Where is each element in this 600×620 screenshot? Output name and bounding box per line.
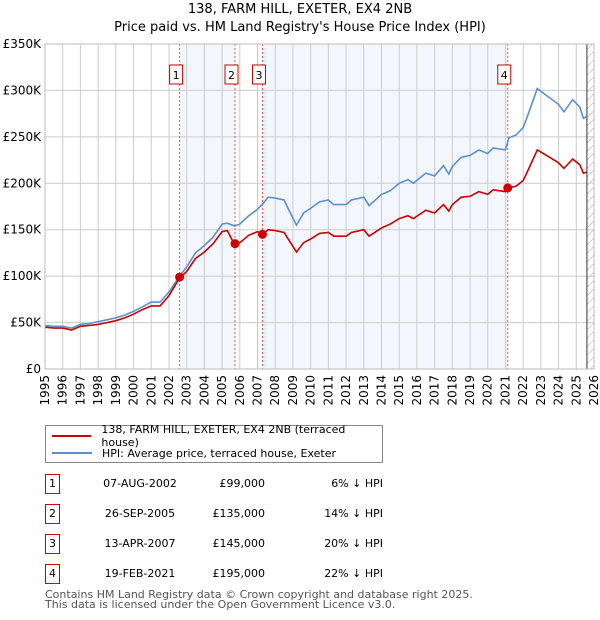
x-tick-label: 2022: [516, 375, 530, 406]
x-tick-label: 2012: [339, 375, 353, 406]
sale-point: [175, 272, 185, 282]
y-tick-label: £300K: [3, 83, 43, 97]
table-row: 1 07-AUG-2002 £99,000 6% ↓ HPI: [45, 474, 385, 494]
y-tick-label: £0: [26, 362, 41, 376]
sale-hpi-diff: 14% ↓ HPI: [324, 507, 383, 520]
legend-label: HPI: Average price, terraced house, Exet…: [102, 446, 337, 460]
legend-item-hpi: HPI: Average price, terraced house, Exet…: [46, 445, 336, 461]
x-tick-label: 1999: [109, 375, 123, 406]
sale-price: £135,000: [212, 507, 266, 520]
y-tick-label: £350K: [3, 37, 43, 51]
footer-licence: This data is licensed under the Open Gov…: [45, 598, 396, 611]
sale-label-border: [169, 64, 184, 85]
sale-price: £145,000: [212, 537, 266, 550]
sale-point: [503, 183, 513, 193]
sale-label-box: 4: [497, 64, 512, 85]
x-tick-label: 1995: [38, 375, 52, 406]
x-tick-label: 2024: [552, 375, 566, 406]
x-tick-label: 2021: [498, 375, 512, 406]
sale-hpi-diff: 20% ↓ HPI: [324, 537, 383, 550]
x-tick-label: 2018: [445, 375, 459, 406]
footer-copyright: Contains HM Land Registry data © Crown c…: [45, 588, 473, 601]
sale-label-box: 3: [251, 64, 266, 85]
sale-hpi-diff: 22% ↓ HPI: [324, 567, 383, 580]
y-tick-label: £150K: [3, 223, 43, 237]
x-tick-label: 1997: [73, 375, 87, 406]
sale-number: 1: [45, 474, 60, 494]
x-tick-label: 1996: [56, 375, 70, 406]
sale-number: 2: [45, 504, 60, 524]
table-row: 3 13-APR-2007 £145,000 20% ↓ HPI: [45, 534, 385, 554]
shaded-period: [262, 44, 508, 369]
sale-label-border: [224, 64, 239, 85]
x-tick-label: 2015: [392, 375, 406, 406]
x-tick-label: 2006: [233, 375, 247, 406]
y-tick-label: £250K: [3, 130, 43, 144]
x-tick-label: 2010: [304, 375, 318, 406]
sale-number: 4: [45, 564, 60, 584]
sale-label-border: [497, 64, 512, 85]
x-tick-label: 2014: [374, 375, 388, 406]
x-tick-label: 2017: [428, 375, 442, 406]
x-tick-label: 2000: [127, 375, 141, 406]
sale-label-number: 3: [255, 69, 262, 82]
sale-price: £99,000: [219, 477, 266, 490]
plot-border: [44, 43, 595, 370]
sale-date: 13-APR-2007: [104, 537, 176, 550]
sale-label-number: 1: [173, 69, 180, 82]
x-tick-label: 2023: [534, 375, 548, 406]
x-tick-label: 2008: [268, 375, 282, 406]
table-row: 2 26-SEP-2005 £135,000 14% ↓ HPI: [45, 504, 385, 524]
x-tick-label: 2004: [197, 375, 211, 406]
table-row: 4 19-FEB-2021 £195,000 22% ↓ HPI: [45, 564, 385, 584]
plot-area: 1995 1996 1997 1998 1999 2000 2001 2002 2003 2004…: [3, 37, 600, 406]
x-tick-label: 2016: [410, 375, 424, 406]
forecast-hatch: [586, 44, 594, 369]
x-tick-label: 2005: [215, 375, 229, 406]
sale-hpi-diff: 6% ↓ HPI: [331, 477, 383, 490]
x-tick-label: 2009: [286, 375, 300, 406]
x-tick-label: 2001: [144, 375, 158, 406]
y-tick-label: £50K: [10, 316, 42, 330]
x-tick-label: 2019: [463, 375, 477, 406]
legend: 138, FARM HILL, EXETER, EX4 2NB (terrace…: [45, 423, 383, 463]
sale-label-box: 1: [169, 64, 184, 85]
sale-date: 26-SEP-2005: [104, 507, 176, 520]
x-tick-label: 2007: [251, 375, 265, 406]
x-tick-label: 2025: [569, 375, 583, 406]
legend-swatch-red: [52, 435, 92, 437]
chart-subtitle: Price paid vs. HM Land Registry's House …: [114, 20, 486, 35]
x-tick-label: 1998: [91, 375, 105, 406]
x-tick-label: 2002: [162, 375, 176, 406]
x-tick-label: 2026: [587, 375, 600, 406]
x-tick-label: 2020: [481, 375, 495, 406]
sale-label-number: 4: [501, 69, 508, 82]
hpi-line: [44, 87, 588, 329]
sale-date: 19-FEB-2021: [104, 567, 176, 580]
y-tick-label: £200K: [3, 176, 43, 190]
shaded-period: [179, 44, 236, 369]
sale-point: [230, 239, 240, 249]
legend-swatch-blue: [52, 452, 92, 454]
sale-label-box: 2: [224, 64, 239, 85]
legend-item-property: 138, FARM HILL, EXETER, EX4 2NB (terrace…: [46, 423, 382, 449]
sale-label-border: [251, 64, 266, 85]
chart-title: 138, FARM HILL, EXETER, EX4 2NB: [187, 2, 413, 17]
x-tick-label: 2003: [180, 375, 194, 406]
sale-label-number: 2: [228, 69, 235, 82]
sale-point: [257, 229, 267, 239]
sale-date: 07-AUG-2002: [103, 477, 177, 490]
y-tick-label: £100K: [3, 269, 43, 283]
legend-label: 138, FARM HILL, EXETER, EX4 2NB (terrace…: [101, 423, 346, 449]
x-tick-label: 2011: [321, 375, 335, 406]
sale-number: 3: [45, 534, 60, 554]
x-tick-label: 2013: [357, 375, 371, 406]
sale-price: £195,000: [212, 567, 266, 580]
